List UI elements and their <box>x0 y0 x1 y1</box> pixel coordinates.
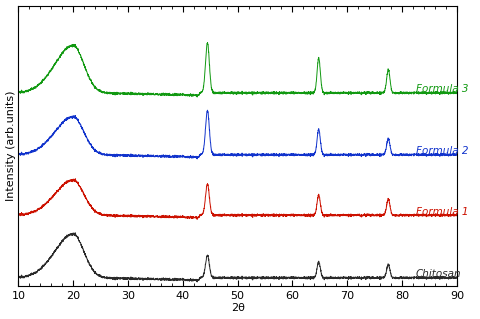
Text: Chitosan: Chitosan <box>416 269 461 279</box>
Text: Formula 3: Formula 3 <box>416 84 468 94</box>
Text: Formula 1: Formula 1 <box>416 207 468 217</box>
Text: Formula 2: Formula 2 <box>416 146 468 156</box>
Y-axis label: Intensity (arb.units): Intensity (arb.units) <box>6 90 15 201</box>
X-axis label: 2θ: 2θ <box>230 303 244 314</box>
